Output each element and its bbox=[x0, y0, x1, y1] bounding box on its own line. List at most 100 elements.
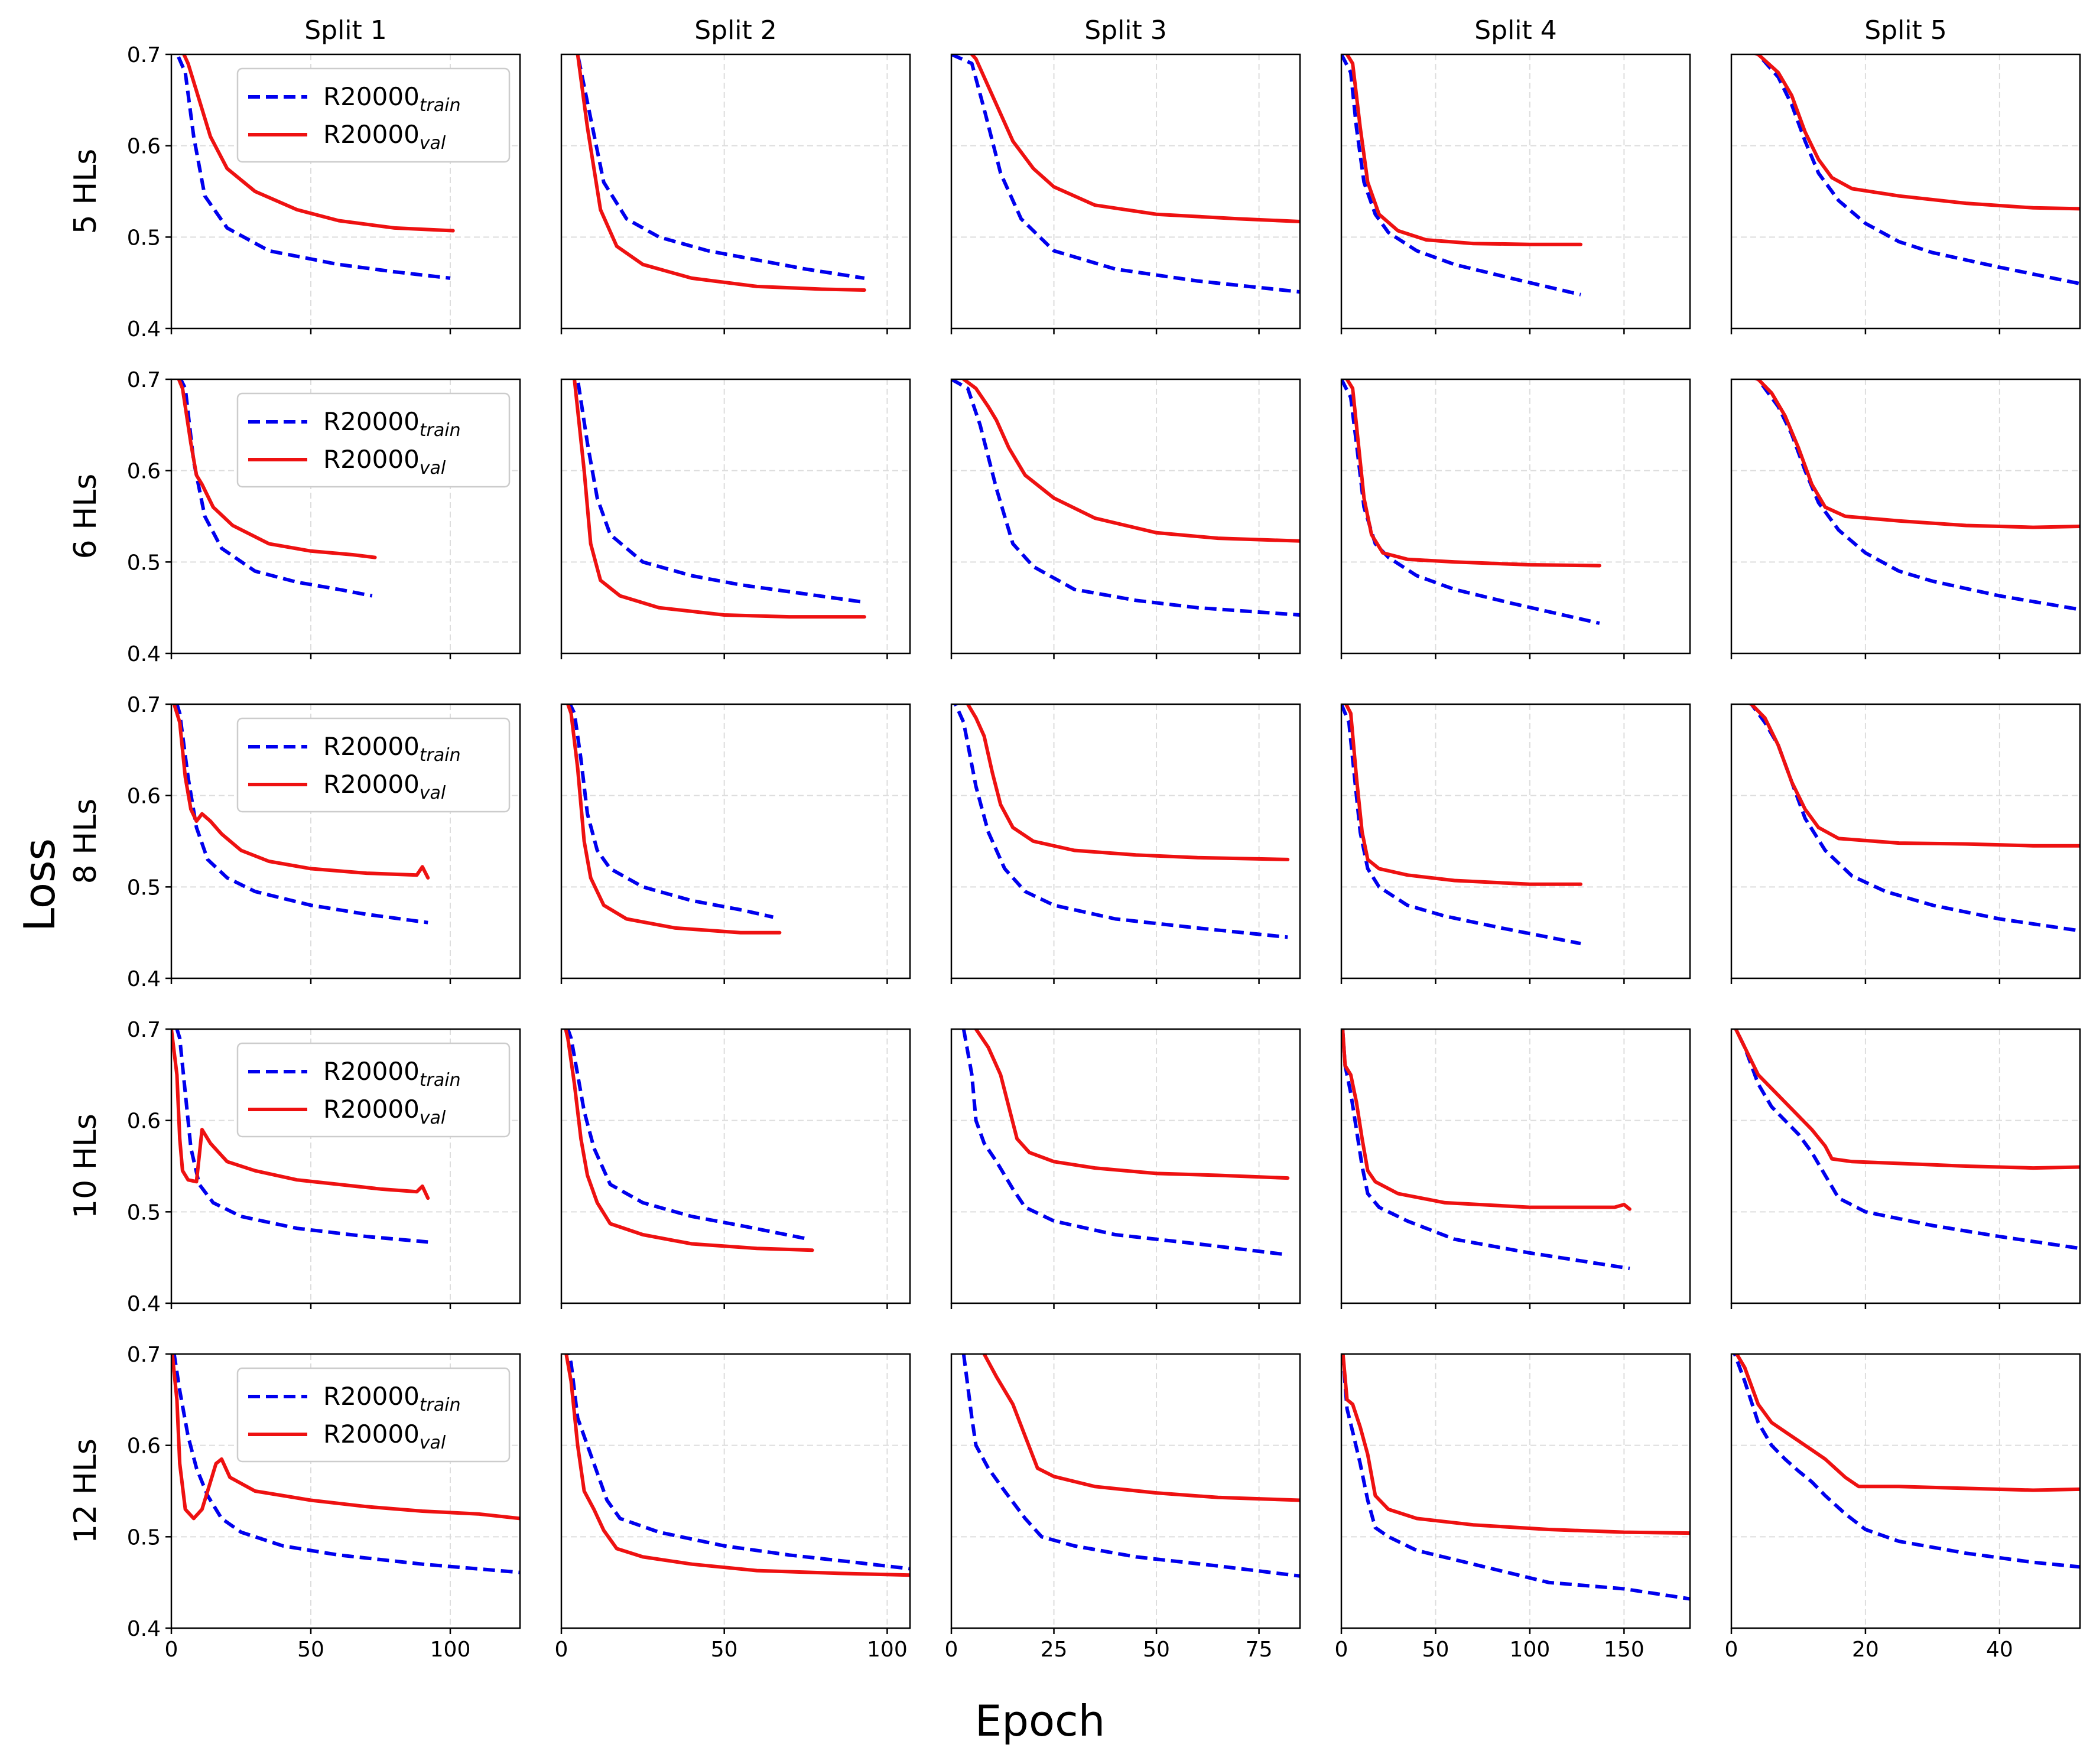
legend-val-subscript: val bbox=[420, 1433, 446, 1453]
legend-train-label: R20000train bbox=[323, 407, 461, 441]
panel bbox=[1730, 378, 2081, 659]
legend-val-label: R20000val bbox=[323, 1420, 446, 1453]
y-tick-label: 0.5 bbox=[127, 551, 161, 575]
panel-frame bbox=[950, 53, 1301, 330]
panel-frame bbox=[170, 703, 521, 979]
panel-frame bbox=[1340, 378, 1691, 655]
legend-train-subscript: train bbox=[420, 745, 461, 766]
x-tick-label: 100 bbox=[1510, 1638, 1551, 1662]
row-label: 6 HLs bbox=[68, 474, 103, 559]
panel bbox=[1340, 703, 1691, 984]
legend-train-label: R20000train bbox=[323, 732, 461, 766]
val-loss-line bbox=[177, 379, 377, 559]
x-tick-label: 0 bbox=[1335, 1638, 1348, 1662]
panel-frame bbox=[1730, 53, 2081, 330]
legend-train-base: R20000 bbox=[323, 1057, 420, 1086]
panel-frame bbox=[560, 1353, 911, 1629]
legend-val-base: R20000 bbox=[323, 770, 420, 799]
y-tick-label: 0.5 bbox=[127, 1525, 161, 1550]
legend-box bbox=[236, 392, 511, 488]
train-loss-line bbox=[175, 1029, 428, 1244]
train-loss-line bbox=[1747, 704, 2080, 933]
y-tick-label: 0.5 bbox=[127, 1200, 161, 1225]
val-loss-line bbox=[1345, 54, 1582, 246]
train-loss-line bbox=[576, 379, 865, 604]
panel-frame bbox=[170, 1028, 521, 1304]
x-tick-label: 50 bbox=[1422, 1638, 1450, 1662]
train-loss-line bbox=[576, 54, 865, 280]
train-loss-line bbox=[1341, 54, 1581, 297]
row-label: 5 HLs bbox=[68, 149, 103, 235]
x-tick-label: 0 bbox=[1725, 1638, 1738, 1662]
legend-box bbox=[236, 1367, 511, 1463]
column-title: Split 5 bbox=[1864, 15, 1947, 45]
panel-frame bbox=[1730, 703, 2081, 979]
figure-ylabel: Loss bbox=[15, 838, 64, 932]
row-label: 10 HLs bbox=[68, 1114, 103, 1219]
legend-train-subscript: train bbox=[420, 95, 461, 116]
legend-val-label: R20000val bbox=[323, 770, 446, 803]
legend-val-label: R20000val bbox=[323, 120, 446, 154]
legend-train-label: R20000train bbox=[323, 1382, 461, 1415]
legend-val-base: R20000 bbox=[323, 1420, 420, 1449]
legend-val-base: R20000 bbox=[323, 1095, 420, 1124]
panel bbox=[1340, 1028, 1691, 1309]
legend-train-base: R20000 bbox=[323, 1382, 420, 1411]
legend-train-subscript: train bbox=[420, 1070, 461, 1091]
y-tick-label: 0.6 bbox=[127, 785, 161, 809]
val-loss-line bbox=[576, 54, 866, 292]
y-tick-label: 0.7 bbox=[127, 1343, 161, 1367]
val-loss-line bbox=[1341, 1354, 1690, 1535]
x-tick-label: 150 bbox=[1604, 1638, 1644, 1662]
legend-val-subscript: val bbox=[420, 458, 446, 479]
panel-frame bbox=[950, 703, 1301, 979]
panel: 0 50 100 bbox=[555, 1353, 911, 1662]
y-tick-label: 0.7 bbox=[127, 368, 161, 392]
x-tick-label: 50 bbox=[711, 1638, 738, 1662]
panel bbox=[1730, 53, 2081, 334]
panel-frame bbox=[170, 53, 521, 330]
train-loss-line bbox=[1341, 704, 1581, 946]
y-tick-label: 0.5 bbox=[127, 876, 161, 900]
y-tick-label: 0.6 bbox=[127, 1109, 161, 1134]
val-loss-line bbox=[1345, 379, 1601, 568]
panel: 0 20 40 bbox=[1725, 1353, 2081, 1662]
y-tick-label: 0.4 bbox=[127, 642, 161, 666]
x-tick-label: 25 bbox=[1041, 1638, 1068, 1662]
train-loss-line bbox=[1753, 379, 2080, 611]
column-title: Split 4 bbox=[1474, 15, 1557, 45]
panel-frame bbox=[1730, 1353, 2081, 1629]
x-tick-label: 100 bbox=[867, 1638, 908, 1662]
legend-val-subscript: val bbox=[420, 133, 446, 154]
panel bbox=[1730, 1028, 2081, 1309]
y-tick-label: 0.4 bbox=[127, 1292, 161, 1316]
val-loss-line bbox=[171, 1029, 430, 1200]
legend-val-label: R20000val bbox=[323, 1095, 446, 1128]
legend-box bbox=[236, 67, 511, 163]
panel bbox=[560, 703, 911, 984]
val-loss-line bbox=[973, 1029, 1290, 1180]
val-loss-line bbox=[982, 1354, 1300, 1502]
legend-val-subscript: val bbox=[420, 1108, 446, 1128]
y-tick-label: 0.7 bbox=[127, 43, 161, 67]
train-loss-line bbox=[961, 1354, 1300, 1578]
legend-val-base: R20000 bbox=[323, 120, 420, 149]
legend: R20000train R20000val bbox=[236, 67, 511, 163]
y-tick-label: 0.4 bbox=[127, 1617, 161, 1641]
panel bbox=[560, 378, 911, 659]
y-tick-label: 0.7 bbox=[127, 693, 161, 717]
panel-frame bbox=[1340, 703, 1691, 979]
panel-frame bbox=[170, 378, 521, 655]
x-tick-label: 50 bbox=[1143, 1638, 1170, 1662]
x-tick-label: 0 bbox=[945, 1638, 958, 1662]
y-tick-label: 0.6 bbox=[127, 1434, 161, 1459]
panel-frame bbox=[1730, 378, 2081, 655]
train-loss-line bbox=[1341, 1354, 1690, 1601]
panel bbox=[1340, 53, 1691, 334]
val-loss-line bbox=[564, 1354, 910, 1577]
val-loss-line bbox=[181, 54, 455, 233]
